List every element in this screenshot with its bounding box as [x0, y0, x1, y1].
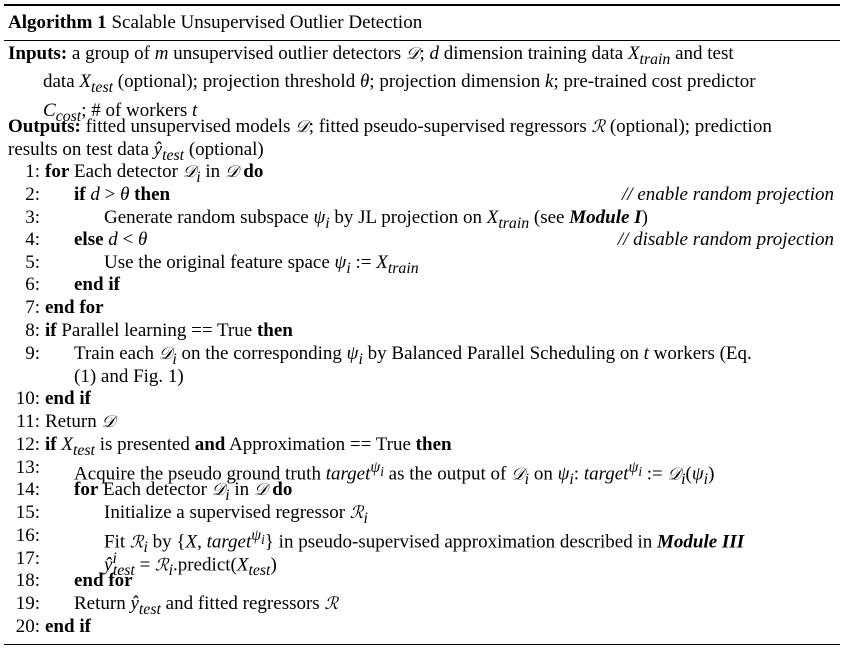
- line-number: 2:: [25, 184, 40, 205]
- header-rule: [4, 40, 840, 41]
- line-number: 17:: [15, 548, 40, 569]
- algo-line-4: 4: else d < θ// disable random projectio…: [8, 229, 834, 252]
- algo-line-14: 14: for Each detector 𝒟i in 𝒟 do: [8, 479, 834, 504]
- line-number: 19:: [15, 593, 40, 614]
- algorithm-title: Algorithm 1 Scalable Unsupervised Outlie…: [8, 12, 422, 34]
- inputs-line-3: Ccost; # of workers t: [43, 99, 198, 125]
- algo-line-19: 19: Return ŷtest and fitted regressors ℛ: [8, 593, 834, 618]
- algo-line-20: 20: end if: [8, 616, 834, 639]
- algo-line-7: 7: end for: [8, 297, 834, 320]
- algo-line-2: 2: if d > θ then// enable random project…: [8, 184, 834, 207]
- algo-line-16: 16: Fit ℛi by {X, targetψi} in pseudo-su…: [8, 525, 834, 556]
- algo-line-11: 11: Return 𝒟: [8, 411, 834, 434]
- algo-line-8: 8: if Parallel learning == True then: [8, 320, 834, 343]
- line-number: 3:: [25, 207, 40, 228]
- algo-line-3: 3: Generate random subspace ψi by JL pro…: [8, 207, 834, 232]
- outputs-line-2: results on test data ŷtest (optional): [8, 138, 264, 164]
- algo-line-15: 15: Initialize a supervised regressor ℛi: [8, 502, 834, 527]
- comment-disable-projection: // disable random projection: [617, 229, 834, 250]
- inputs-label: Inputs:: [8, 43, 68, 64]
- line-number: 11:: [16, 411, 40, 432]
- line-number: 4:: [25, 229, 40, 250]
- line-number: 1:: [25, 161, 40, 182]
- line-number: 9:: [25, 343, 40, 364]
- algo-line-18: 18: end for: [8, 570, 834, 593]
- algo-line-9-continued: (1) and Fig. 1): [74, 366, 184, 387]
- bottom-rule: [4, 644, 840, 645]
- line-number: 20:: [15, 616, 40, 637]
- algorithm-label: Algorithm 1: [8, 12, 107, 33]
- algo-line-6: 6: end if: [8, 274, 834, 297]
- line-number: 13:: [15, 457, 40, 478]
- algorithm-name: Scalable Unsupervised Outlier Detection: [111, 12, 423, 33]
- line-number: 7:: [25, 297, 40, 318]
- outputs-block: Outputs: fitted unsupervised models 𝒟; f…: [8, 116, 834, 167]
- top-rule: [4, 4, 840, 6]
- algo-line-10: 10: end if: [8, 388, 834, 411]
- line-number: 18:: [15, 570, 40, 591]
- line-number: 6:: [25, 274, 40, 295]
- algo-line-12: 12: if Xtest is presented and Approximat…: [8, 434, 834, 459]
- line-number: 12:: [15, 434, 40, 455]
- line-number: 16:: [15, 525, 40, 546]
- algo-line-5: 5: Use the original feature space ψi := …: [8, 252, 834, 277]
- line-number: 15:: [15, 502, 40, 523]
- comment-enable-projection: // enable random projection: [622, 184, 834, 205]
- algo-line-17: 17: ŷitest = ℛi.predict(Xtest): [8, 548, 834, 579]
- outputs-label: Outputs:: [8, 116, 81, 137]
- inputs-block: Inputs: a group of m unsupervised outlie…: [8, 43, 834, 128]
- inputs-line-1: Inputs: a group of m unsupervised outlie…: [8, 43, 734, 68]
- line-number: 8:: [25, 320, 40, 341]
- line-number: 14:: [15, 479, 40, 500]
- line-number: 10:: [15, 388, 40, 409]
- algo-line-1: 1: for Each detector 𝒟i in 𝒟 do: [8, 161, 834, 186]
- outputs-line-1: Outputs: fitted unsupervised models 𝒟; f…: [8, 116, 772, 137]
- inputs-line-2: data Xtest (optional); projection thresh…: [43, 71, 756, 97]
- algo-line-9: 9: Train each 𝒟i on the corresponding ψi…: [8, 343, 834, 368]
- line-number: 5:: [25, 252, 40, 273]
- algo-line-13: 13: Acquire the pseudo ground truth targ…: [8, 457, 834, 488]
